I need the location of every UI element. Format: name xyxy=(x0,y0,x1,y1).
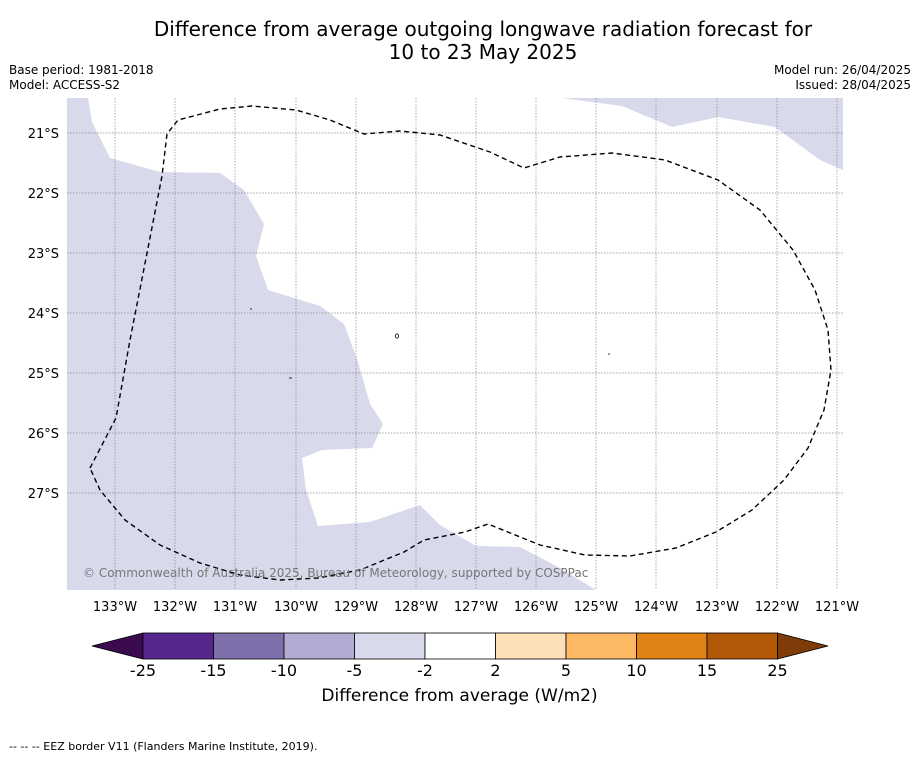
title-line-2: 10 to 23 May 2025 xyxy=(388,40,578,64)
colorbar-cell xyxy=(424,632,496,660)
colorbar-tick: 5 xyxy=(561,661,571,680)
lon-label: 122°W xyxy=(755,600,799,615)
lon-label: 121°W xyxy=(815,600,859,615)
island-marker xyxy=(394,333,399,339)
colorbar-ticks: -25 -15 -10 -5 -2 2 5 10 15 25 xyxy=(130,661,788,680)
colorbar-cell xyxy=(495,632,567,660)
colorbar-tick: 10 xyxy=(626,661,646,680)
lon-label: 127°W xyxy=(454,600,498,615)
colorbar-cell xyxy=(636,632,708,660)
issued-date: Issued: 28/04/2025 xyxy=(795,78,911,92)
base-period: Base period: 1981-2018 xyxy=(9,63,154,77)
lon-label: 132°W xyxy=(153,600,197,615)
colorbar-extend-high xyxy=(777,632,829,660)
lat-label: 26°S xyxy=(28,427,59,442)
longitude-labels: 133°W 132°W 131°W 130°W 129°W 128°W 127°… xyxy=(93,600,859,615)
title-line-1: Difference from average outgoing longwav… xyxy=(153,17,813,41)
colorbar-tick: -25 xyxy=(130,661,156,680)
eez-border xyxy=(89,105,832,581)
islands xyxy=(250,308,610,379)
model-name: Model: ACCESS-S2 xyxy=(9,78,121,92)
meta-right: Model run: 26/04/2025 Issued: 28/04/2025 xyxy=(774,63,911,93)
gridlines xyxy=(67,98,843,590)
lon-label: 126°W xyxy=(514,600,558,615)
lon-label: 129°W xyxy=(334,600,378,615)
colorbar-extend-low xyxy=(91,632,144,660)
colorbar-tick: -10 xyxy=(271,661,297,680)
colorbar-tick: -15 xyxy=(200,661,226,680)
colorbar-tick: -2 xyxy=(417,661,433,680)
colorbar-cell xyxy=(283,632,355,660)
colorbar-cell xyxy=(565,632,637,660)
chart-title: Difference from average outgoing longwav… xyxy=(0,18,919,64)
meta-left: Base period: 1981-2018 Model: ACCESS-S2 xyxy=(9,63,154,93)
colorbar-cell xyxy=(354,632,426,660)
shaded-region-northeast xyxy=(562,98,843,170)
shaded-region-west xyxy=(67,98,596,590)
colorbar-cell xyxy=(142,632,214,660)
colorbar xyxy=(91,632,829,660)
lon-label: 133°W xyxy=(93,600,137,615)
colorbar-tick: 2 xyxy=(490,661,500,680)
lon-label: 131°W xyxy=(213,600,257,615)
model-run: Model run: 26/04/2025 xyxy=(773,63,911,77)
colorbar-tick: 25 xyxy=(767,661,787,680)
lon-label: 123°W xyxy=(695,600,739,615)
lat-label: 27°S xyxy=(28,487,59,502)
lat-label: 25°S xyxy=(28,367,59,382)
lon-label: 130°W xyxy=(274,600,318,615)
colorbar-cell xyxy=(213,632,285,660)
lon-label: 125°W xyxy=(574,600,618,615)
anomaly-shading xyxy=(67,98,843,590)
lat-label: 21°S xyxy=(28,127,59,142)
lat-label: 24°S xyxy=(28,307,59,322)
colorbar-label: Difference from average (W/m2) xyxy=(321,686,598,706)
lat-label: 22°S xyxy=(28,187,59,202)
lon-label: 124°W xyxy=(634,600,678,615)
copyright-text: © Commonwealth of Australia 2025, Bureau… xyxy=(83,566,588,580)
latitude-labels: 21°S 22°S 23°S 24°S 25°S 26°S 27°S xyxy=(28,127,59,502)
footer-note: -- -- -- EEZ border V11 (Flanders Marine… xyxy=(9,740,318,753)
colorbar-tick: 15 xyxy=(697,661,717,680)
colorbar-tick: -5 xyxy=(347,661,363,680)
colorbar-cell xyxy=(706,632,778,660)
lat-label: 23°S xyxy=(28,247,59,262)
lon-label: 128°W xyxy=(394,600,438,615)
